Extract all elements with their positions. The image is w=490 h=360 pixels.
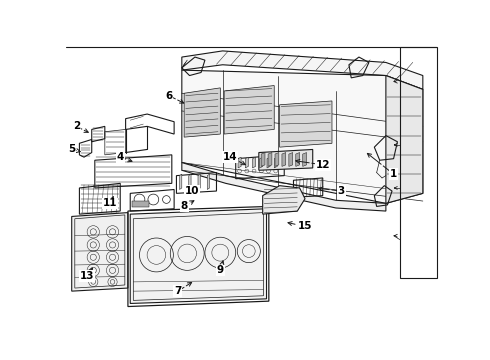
Text: 9: 9 bbox=[217, 265, 224, 275]
Polygon shape bbox=[182, 70, 423, 203]
Polygon shape bbox=[182, 51, 423, 89]
Text: 13: 13 bbox=[80, 271, 95, 281]
Polygon shape bbox=[275, 153, 279, 166]
Text: 14: 14 bbox=[223, 152, 238, 162]
Polygon shape bbox=[268, 153, 272, 166]
Polygon shape bbox=[252, 157, 256, 168]
Bar bbox=[132, 201, 148, 207]
Text: 1: 1 bbox=[390, 169, 397, 179]
Text: 12: 12 bbox=[316, 160, 330, 170]
Polygon shape bbox=[238, 157, 241, 168]
Polygon shape bbox=[207, 174, 210, 189]
Polygon shape bbox=[261, 153, 265, 166]
Text: 11: 11 bbox=[103, 198, 118, 208]
Text: 2: 2 bbox=[73, 121, 80, 131]
Text: 8: 8 bbox=[180, 202, 188, 211]
Polygon shape bbox=[263, 186, 305, 214]
Text: 6: 6 bbox=[165, 91, 172, 100]
Bar bbox=[400, 47, 437, 278]
Text: 7: 7 bbox=[174, 286, 182, 296]
Polygon shape bbox=[182, 163, 386, 211]
Polygon shape bbox=[386, 76, 423, 203]
Text: 3: 3 bbox=[338, 186, 345, 196]
Polygon shape bbox=[224, 86, 274, 134]
Polygon shape bbox=[296, 153, 300, 166]
Polygon shape bbox=[274, 157, 277, 168]
Polygon shape bbox=[189, 174, 191, 189]
Text: 10: 10 bbox=[185, 186, 199, 196]
Polygon shape bbox=[259, 149, 313, 170]
Polygon shape bbox=[179, 174, 182, 189]
Polygon shape bbox=[280, 101, 332, 147]
Polygon shape bbox=[130, 209, 267, 303]
Polygon shape bbox=[303, 153, 307, 166]
Polygon shape bbox=[289, 153, 293, 166]
Polygon shape bbox=[184, 88, 220, 137]
Text: 15: 15 bbox=[298, 221, 312, 231]
Polygon shape bbox=[198, 174, 200, 189]
Polygon shape bbox=[260, 157, 263, 168]
Polygon shape bbox=[72, 213, 128, 291]
Text: 5: 5 bbox=[68, 144, 75, 154]
Text: 4: 4 bbox=[117, 152, 124, 162]
Polygon shape bbox=[282, 153, 286, 166]
Polygon shape bbox=[267, 157, 270, 168]
Polygon shape bbox=[245, 157, 248, 168]
